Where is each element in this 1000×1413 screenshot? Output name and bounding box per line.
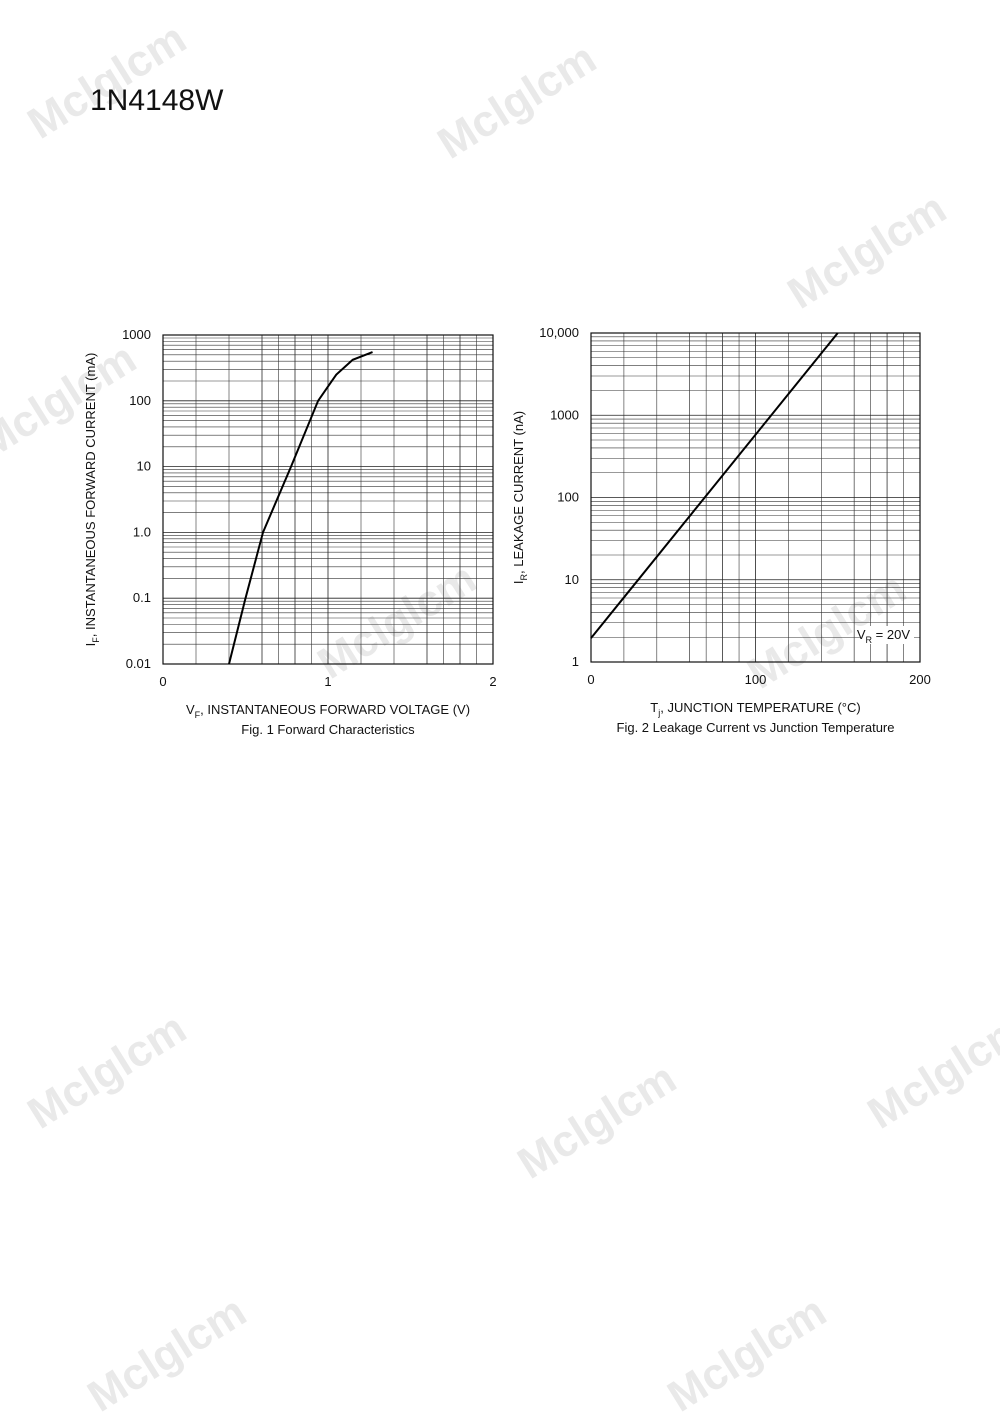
watermark: Mclglcm xyxy=(859,1004,1000,1139)
x-axis-label: Tj, JUNCTION TEMPERATURE (°C) xyxy=(650,700,860,718)
x-tick-label: 2 xyxy=(489,674,496,689)
y-axis-label-part: F xyxy=(91,637,101,643)
y-axis-label-part: I xyxy=(83,643,98,647)
data-line xyxy=(228,351,373,665)
y-tick-label: 10 xyxy=(137,459,151,474)
x-tick-label: 0 xyxy=(587,672,594,687)
y-tick-label: 1 xyxy=(572,654,579,669)
watermark: Mclglcm xyxy=(429,34,604,169)
y-axis-label: IF, INSTANTANEOUS FORWARD CURRENT (mA) xyxy=(83,353,101,647)
x-axis-label-part: V xyxy=(186,702,195,717)
x-tick-label: 200 xyxy=(909,672,931,687)
y-tick-label: 0.01 xyxy=(126,656,151,671)
watermark: Mclglcm xyxy=(19,1004,194,1139)
chart: 10,000 1000 100 10 10 100 200 Tj, JUNCTION TEMP… xyxy=(511,325,931,735)
y-axis-label: IR, LEAKAGE CURRENT (nA) xyxy=(511,411,529,584)
y-tick-label: 1.0 xyxy=(133,524,151,539)
y-tick-label: 0.1 xyxy=(133,590,151,605)
watermark: Mclglcm xyxy=(19,14,194,149)
watermark: Mclglcm xyxy=(779,184,954,319)
plot-frame xyxy=(590,332,921,663)
annotation-part: R xyxy=(866,635,873,645)
y-tick-label: 1000 xyxy=(122,327,151,342)
y-tick-label: 1000 xyxy=(550,407,579,422)
watermark: Mclglcm xyxy=(659,1287,834,1413)
y-axis-label-part: I xyxy=(511,580,526,584)
plot-frame xyxy=(162,334,494,665)
x-axis-label-part: , INSTANTANEOUS FORWARD VOLTAGE (V) xyxy=(200,702,470,717)
watermark: Mclglcm xyxy=(309,554,484,689)
watermark: Mclglcm xyxy=(0,334,145,469)
annotation-part: = 20V xyxy=(872,627,910,642)
figure-caption: Fig. 1 Forward Characteristics xyxy=(241,722,415,737)
x-axis-label: VF, INSTANTANEOUS FORWARD VOLTAGE (V) xyxy=(186,702,470,720)
y-axis-label-part: , LEAKAGE CURRENT (nA) xyxy=(511,411,526,574)
y-tick-label: 100 xyxy=(129,393,151,408)
x-tick-label: 100 xyxy=(745,672,767,687)
y-axis-label-part: R xyxy=(519,573,529,580)
x-axis-label-part: F xyxy=(195,710,201,720)
annotation-bg xyxy=(860,626,914,644)
x-axis-label-part: j xyxy=(657,708,660,718)
document-title: 1N4148W xyxy=(90,84,224,117)
y-tick-label: 10 xyxy=(565,572,579,587)
x-tick-label: 0 xyxy=(159,674,166,689)
x-axis-label-part: , JUNCTION TEMPERATURE (°C) xyxy=(660,700,860,715)
y-tick-label: 10,000 xyxy=(539,325,579,340)
figure-caption: Fig. 2 Leakage Current vs Junction Tempe… xyxy=(617,720,895,735)
annotation: VR = 20V xyxy=(857,627,910,645)
annotation-part: V xyxy=(857,627,866,642)
x-axis-label-part: T xyxy=(650,700,658,715)
data-line xyxy=(590,332,839,639)
y-tick-label: 100 xyxy=(557,490,579,505)
y-axis-label-part: , INSTANTANEOUS FORWARD CURRENT (mA) xyxy=(83,353,98,638)
watermark: Mclglcm xyxy=(509,1054,684,1189)
x-tick-label: 1 xyxy=(324,674,331,689)
watermark: Mclglcm xyxy=(79,1287,254,1413)
